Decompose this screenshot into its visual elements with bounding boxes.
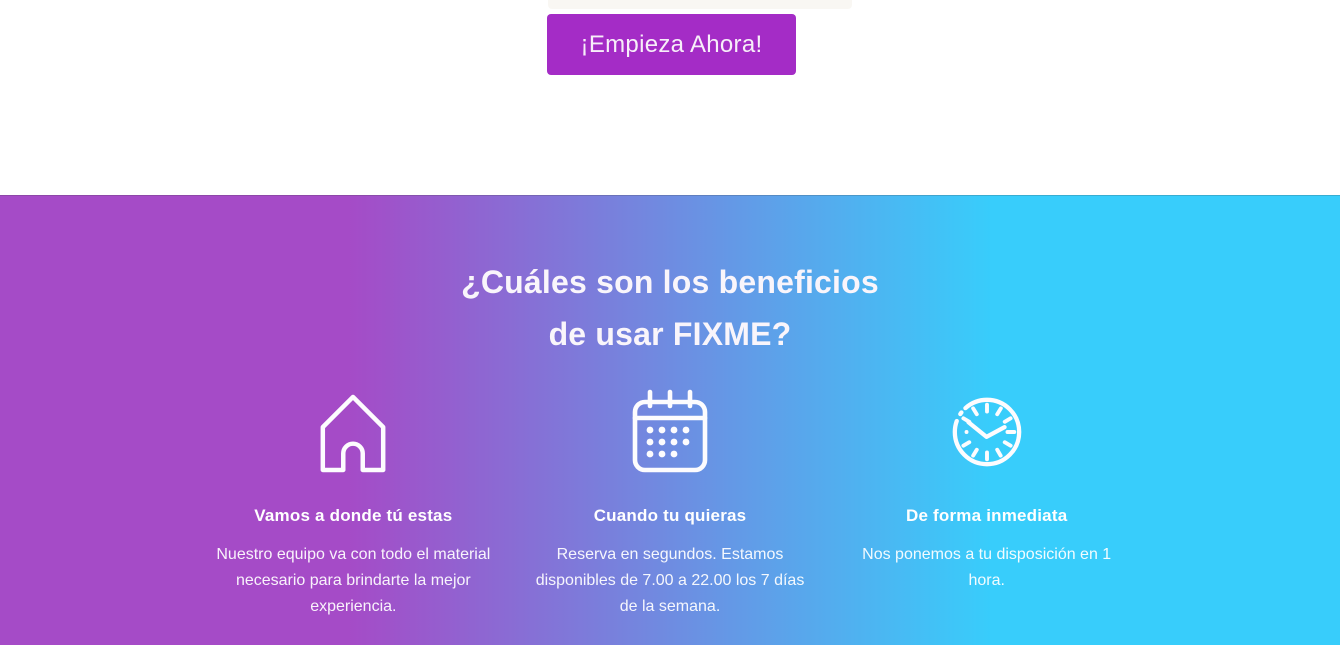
benefits-section: ¿Cuáles son los beneficios de usar FIXME… <box>0 195 1340 645</box>
cutoff-content-edge <box>548 0 852 9</box>
benefits-heading: ¿Cuáles son los beneficios de usar FIXME… <box>461 264 879 352</box>
benefit-title: Cuando tu quieras <box>593 506 747 525</box>
benefit-description: Nos ponemos a tu disposición en 1 hora. <box>862 546 1112 589</box>
calendar-icon <box>526 386 815 478</box>
empieza-ahora-button[interactable]: ¡Empieza Ahora! <box>547 14 796 75</box>
clock-icon <box>842 386 1131 478</box>
benefit-title: Vamos a donde tú estas <box>254 506 453 525</box>
benefit-title: De forma inmediata <box>905 506 1068 525</box>
benefit-description: Reserva en segundos. Estamos disponibles… <box>535 546 805 615</box>
benefit-card-schedule: Cuando tu quieras Reserva en segundos. E… <box>512 386 829 620</box>
benefit-card-home: Vamos a donde tú estas Nuestro equipo va… <box>195 386 512 620</box>
hero-cta-section: ¡Empieza Ahora! <box>0 0 1340 195</box>
benefit-description: Nuestro equipo va con todo el material n… <box>216 546 491 615</box>
house-icon <box>209 386 498 478</box>
benefit-card-immediate: De forma inmediata Nos ponemos a tu disp… <box>828 386 1145 620</box>
benefits-columns: Vamos a donde tú estas Nuestro equipo va… <box>195 386 1145 620</box>
